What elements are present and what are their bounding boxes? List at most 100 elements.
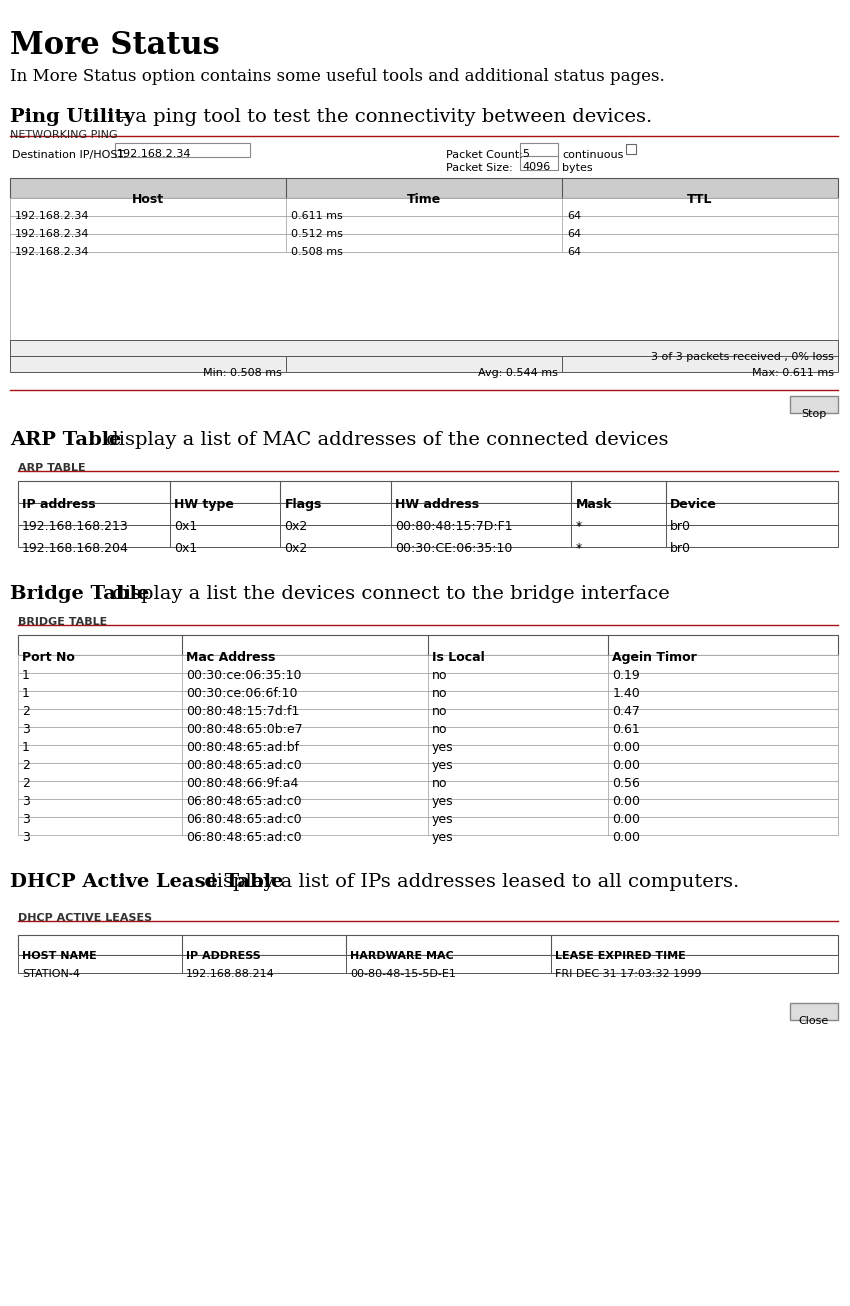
Text: Ping Utility: Ping Utility xyxy=(10,108,135,125)
Text: br0: br0 xyxy=(670,542,691,555)
Text: no: no xyxy=(432,777,447,790)
Text: Bridge Table: Bridge Table xyxy=(10,585,150,603)
Text: *: * xyxy=(575,542,581,555)
Text: ARP TABLE: ARP TABLE xyxy=(18,464,86,473)
Text: yes: yes xyxy=(432,741,454,754)
Text: DHCP ACTIVE LEASES: DHCP ACTIVE LEASES xyxy=(18,913,152,923)
Text: IP address: IP address xyxy=(22,498,95,511)
Bar xyxy=(18,727,838,744)
Bar xyxy=(18,935,838,955)
Bar xyxy=(10,178,838,199)
Text: In More Status option contains some useful tools and additional status pages.: In More Status option contains some usef… xyxy=(10,68,665,85)
Bar xyxy=(18,744,838,763)
Text: Min: 0.508 ms: Min: 0.508 ms xyxy=(203,368,282,377)
Text: Stop: Stop xyxy=(802,409,826,419)
Text: – a ping tool to test the connectivity between devices.: – a ping tool to test the connectivity b… xyxy=(113,108,652,125)
Bar xyxy=(18,763,838,781)
Text: no: no xyxy=(432,724,447,737)
Text: 0.56: 0.56 xyxy=(612,777,640,790)
Text: 00-80-48-15-5D-E1: 00-80-48-15-5D-E1 xyxy=(350,969,456,980)
Bar xyxy=(10,340,838,357)
Text: BRIDGE TABLE: BRIDGE TABLE xyxy=(18,616,107,627)
Text: Packet Count:: Packet Count: xyxy=(446,150,523,161)
Text: 64: 64 xyxy=(567,229,581,239)
Text: 0.512 ms: 0.512 ms xyxy=(291,229,343,239)
Text: More Status: More Status xyxy=(10,30,220,61)
Text: 0.00: 0.00 xyxy=(612,759,640,772)
Bar xyxy=(10,252,838,340)
Text: Close: Close xyxy=(799,1016,829,1027)
Text: 2: 2 xyxy=(22,759,30,772)
Text: 192.168.2.34: 192.168.2.34 xyxy=(15,247,89,257)
Text: 192.168.168.213: 192.168.168.213 xyxy=(22,520,128,533)
Text: 192.168.2.34: 192.168.2.34 xyxy=(117,149,191,159)
Text: yes: yes xyxy=(432,814,454,825)
Text: 0x2: 0x2 xyxy=(285,520,308,533)
Text: HW type: HW type xyxy=(173,498,234,511)
Text: Port No: Port No xyxy=(22,650,75,663)
Text: Avg: 0.544 ms: Avg: 0.544 ms xyxy=(478,368,558,377)
Text: Mask: Mask xyxy=(575,498,612,511)
Text: 2: 2 xyxy=(22,705,30,718)
Text: 06:80:48:65:ad:c0: 06:80:48:65:ad:c0 xyxy=(186,795,302,808)
Text: yes: yes xyxy=(432,795,454,808)
Text: 00:30:ce:06:35:10: 00:30:ce:06:35:10 xyxy=(186,669,302,682)
Text: FRI DEC 31 17:03:32 1999: FRI DEC 31 17:03:32 1999 xyxy=(555,969,701,980)
Text: 64: 64 xyxy=(567,212,581,221)
Text: 00:80:48:65:ad:bf: 00:80:48:65:ad:bf xyxy=(186,741,299,754)
Text: 06:80:48:65:ad:c0: 06:80:48:65:ad:c0 xyxy=(186,814,302,825)
Text: 3: 3 xyxy=(22,831,30,844)
Text: 0.508 ms: 0.508 ms xyxy=(291,247,343,257)
Text: Agein Timor: Agein Timor xyxy=(612,650,697,663)
Text: HOST NAME: HOST NAME xyxy=(22,951,97,961)
Text: ARP Table: ARP Table xyxy=(10,431,122,449)
Bar xyxy=(790,1003,838,1020)
Text: Host: Host xyxy=(132,193,164,206)
Text: Max: 0.611 ms: Max: 0.611 ms xyxy=(752,368,834,377)
Text: 0.00: 0.00 xyxy=(612,741,640,754)
Text: 3: 3 xyxy=(22,814,30,825)
Text: 192.168.88.214: 192.168.88.214 xyxy=(186,969,275,980)
Text: display a list of IPs addresses leased to all computers.: display a list of IPs addresses leased t… xyxy=(198,872,740,891)
Text: bytes: bytes xyxy=(562,163,592,172)
Text: 3: 3 xyxy=(22,724,30,737)
Bar xyxy=(520,142,558,157)
Text: 1.40: 1.40 xyxy=(612,687,640,700)
Text: 1: 1 xyxy=(22,687,30,700)
Text: 3: 3 xyxy=(22,795,30,808)
Text: 00:80:48:65:0b:e7: 00:80:48:65:0b:e7 xyxy=(186,724,303,737)
Text: 1: 1 xyxy=(22,669,30,682)
Text: TTL: TTL xyxy=(688,193,713,206)
Text: yes: yes xyxy=(432,759,454,772)
Text: Is Local: Is Local xyxy=(432,650,484,663)
Text: 00:80:48:65:ad:c0: 00:80:48:65:ad:c0 xyxy=(186,759,302,772)
Bar xyxy=(18,709,838,727)
Bar xyxy=(18,481,838,503)
Text: display a list of MAC addresses of the connected devices: display a list of MAC addresses of the c… xyxy=(100,431,668,449)
Text: display a list the devices connect to the bridge interface: display a list the devices connect to th… xyxy=(106,585,670,603)
Text: Flags: Flags xyxy=(285,498,322,511)
Text: Device: Device xyxy=(670,498,717,511)
Bar xyxy=(18,799,838,818)
Text: 0.47: 0.47 xyxy=(612,705,640,718)
Text: STATION-4: STATION-4 xyxy=(22,969,80,980)
Text: yes: yes xyxy=(432,831,454,844)
Bar xyxy=(562,357,838,372)
Bar xyxy=(18,635,838,656)
Text: 00:80:48:15:7D:F1: 00:80:48:15:7D:F1 xyxy=(395,520,513,533)
Text: DHCP Active Lease Table: DHCP Active Lease Table xyxy=(10,872,283,891)
Text: 1: 1 xyxy=(22,741,30,754)
Text: 2: 2 xyxy=(22,777,30,790)
Text: 0x2: 0x2 xyxy=(285,542,308,555)
Text: Time: Time xyxy=(407,193,441,206)
Text: Packet Size:: Packet Size: xyxy=(446,163,513,172)
Bar xyxy=(10,215,838,234)
Text: 5: 5 xyxy=(522,149,529,159)
Bar xyxy=(10,199,838,215)
Text: 0.611 ms: 0.611 ms xyxy=(291,212,343,221)
Bar xyxy=(18,818,838,835)
Text: NETWORKING PING: NETWORKING PING xyxy=(10,131,117,140)
Text: HARDWARE MAC: HARDWARE MAC xyxy=(350,951,454,961)
Bar xyxy=(18,691,838,709)
Bar xyxy=(790,396,838,413)
